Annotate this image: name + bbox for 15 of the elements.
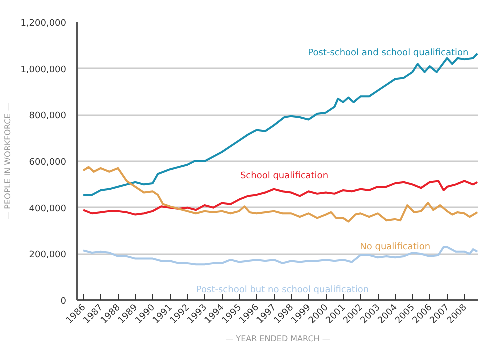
series-label: Post-school and school qualification — [308, 48, 469, 58]
y-tick-label: 400,000 — [29, 204, 67, 214]
y-axis-title: — PEOPLE IN WORKFORCE — — [4, 103, 13, 220]
text: No qualification — [360, 242, 431, 253]
y-tick-label: 1,000,000 — [20, 65, 67, 76]
series-label: School qualification — [240, 171, 329, 182]
y-tick-label: 0 — [60, 297, 67, 307]
line-series — [82, 166, 478, 223]
y-tick-label: 1,200,000 — [20, 19, 67, 29]
y-tick-label: 200,000 — [29, 250, 67, 261]
y-tick-label: 800,000 — [29, 112, 67, 122]
x-axis-title: — YEAR ENDED MARCH — — [226, 334, 330, 344]
line-series — [82, 180, 478, 216]
text: Post-school but no school qualification — [196, 285, 370, 296]
y-tick-label: 600,000 — [29, 158, 67, 168]
